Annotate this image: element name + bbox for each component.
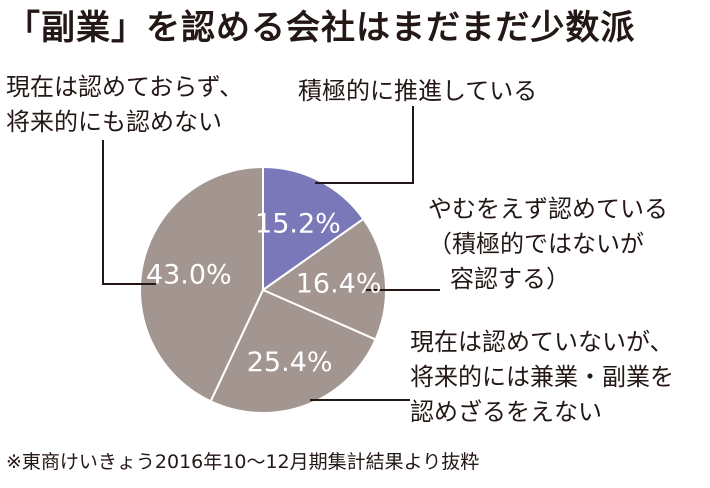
footnote: ※東商けいきょう2016年10〜12月期集計結果より抜粋 — [6, 451, 480, 473]
pie-slice-2 — [209, 288, 377, 414]
slice-value-label-3: 43.0% — [146, 259, 232, 290]
slice-value-labels: 15.2% 16.4% 25.4% 43.0% — [146, 209, 382, 379]
slice-0-label-line-0: 積極的に推進している — [298, 77, 538, 105]
chart-title: 「副業」を認める会社はまだまだ少数派 — [6, 8, 636, 48]
leader-line-0 — [315, 106, 414, 184]
leader-lines — [102, 106, 440, 401]
slice-value-label-2: 25.4% — [247, 347, 333, 378]
pie-slice-1 — [260, 217, 387, 341]
leader-line-3 — [102, 140, 156, 285]
slice-1-label-line-0: やむをえず認めている — [428, 195, 668, 223]
slice-1-label-line-1: （積極的ではないが — [428, 230, 644, 258]
slice-category-label-3: 現在は認めておらず、 将来的にも認めない — [6, 70, 243, 140]
slice-value-label-0: 15.2% — [255, 209, 341, 240]
slice-category-label-0: 積極的に推進している — [298, 74, 537, 109]
slice-value-label-1: 16.4% — [296, 268, 382, 299]
pie-slice-3 — [139, 165, 264, 403]
slice-2-label-line-1: 将来的には兼業・副業を — [410, 363, 674, 391]
slice-category-label-1: やむをえず認めている （積極的ではないが 容認する） — [428, 192, 668, 297]
slice-3-label-line-1: 将来的にも認めない — [6, 108, 222, 136]
pie-slice-0 — [262, 165, 365, 292]
slice-2-label-line-2: 認めざるをえない — [410, 398, 602, 426]
slice-3-label-line-0: 現在は認めておらず、 — [6, 73, 244, 101]
slice-1-label-line-2: 容認する） — [450, 265, 570, 293]
pie-slices — [139, 165, 387, 414]
slice-category-label-2: 現在は認めていないが、 将来的には兼業・副業を 認めざるをえない — [410, 325, 674, 430]
slice-2-label-line-0: 現在は認めていないが、 — [410, 328, 674, 356]
